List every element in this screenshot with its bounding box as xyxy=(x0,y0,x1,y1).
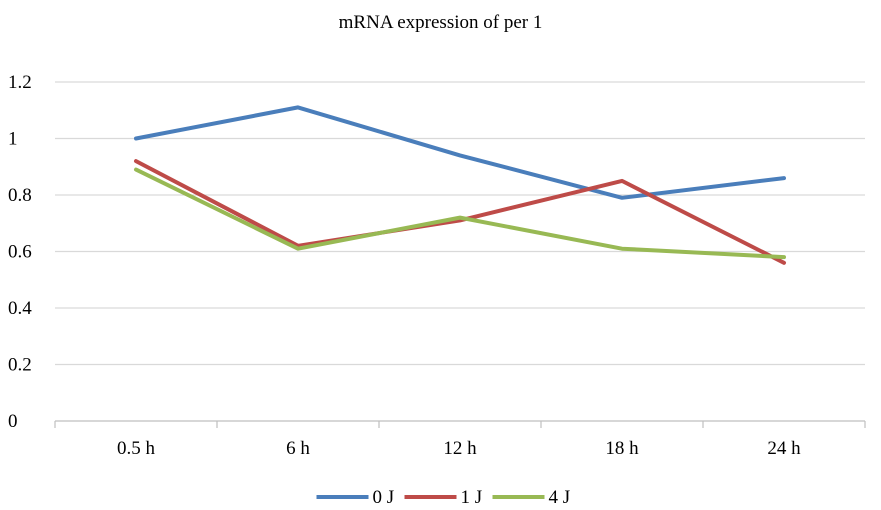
legend-label-0-j: 0 J xyxy=(373,487,395,508)
x-tick-label: 24 h xyxy=(767,438,801,459)
series-line-1-j xyxy=(134,159,786,265)
chart-title: mRNA expression of per 1 xyxy=(338,12,543,33)
y-tick-label: 0.4 xyxy=(8,298,32,319)
series-line-4-j xyxy=(134,167,786,260)
legend-label-4-j: 4 J xyxy=(549,487,571,508)
x-tick-label: 12 h xyxy=(443,438,477,459)
x-tick-label: 18 h xyxy=(605,438,639,459)
y-tick-label: 0 xyxy=(8,411,18,432)
series-line-0-j xyxy=(134,105,786,200)
y-tick-label: 0.2 xyxy=(8,355,32,376)
y-tick-label: 0.8 xyxy=(8,185,32,206)
x-tick-label: 6 h xyxy=(286,438,310,459)
y-tick-label: 1 xyxy=(8,129,18,150)
legend-label-1-j: 1 J xyxy=(461,487,483,508)
y-tick-label: 1.2 xyxy=(8,72,32,93)
x-tick-label: 0.5 h xyxy=(117,438,156,459)
y-tick-label: 0.6 xyxy=(8,242,32,263)
